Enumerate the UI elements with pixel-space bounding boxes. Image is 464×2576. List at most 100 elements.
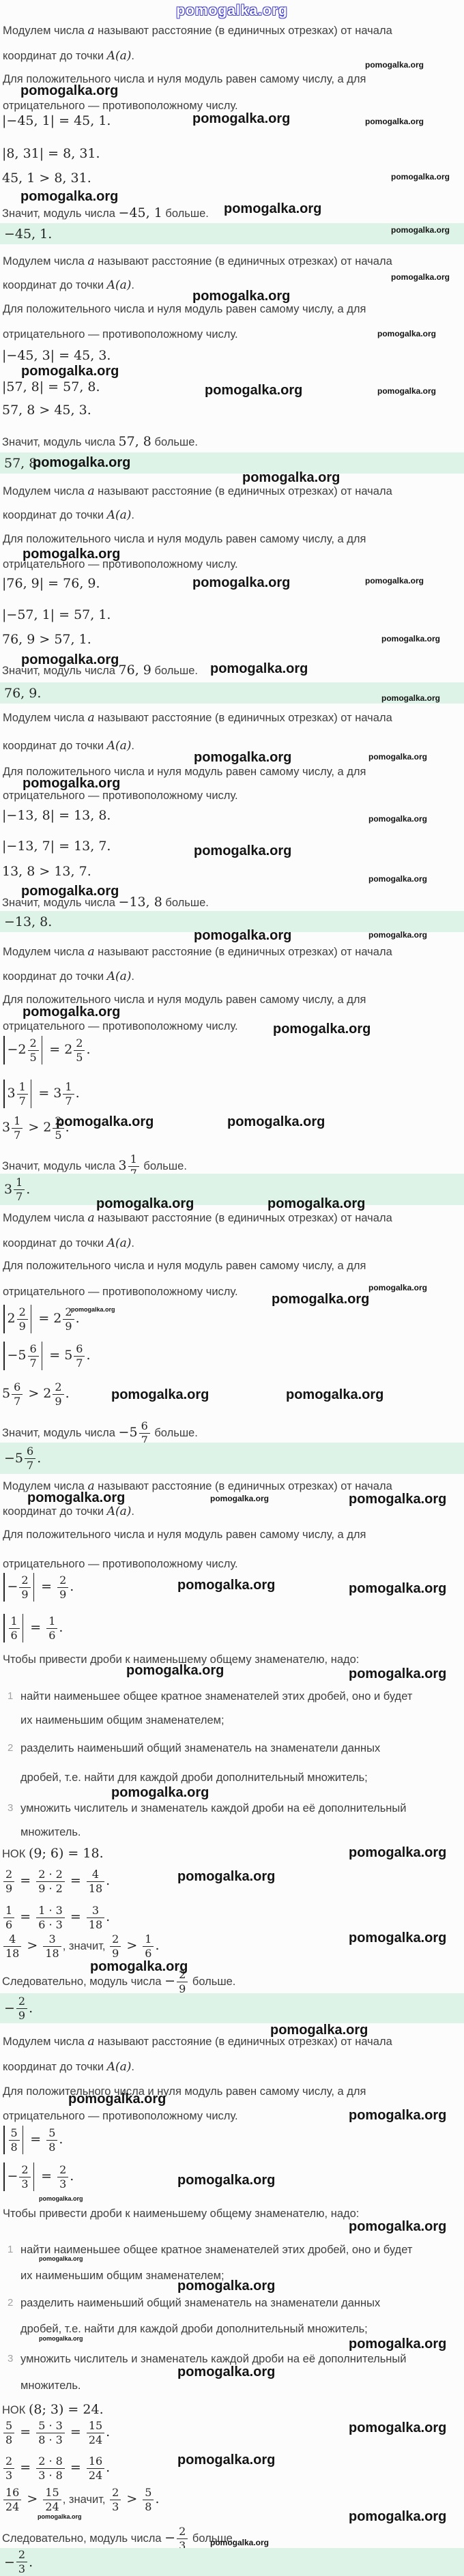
fraction-numerator: 1 [16, 1080, 28, 1095]
fraction-denominator: 18 [45, 1946, 59, 1960]
fraction-denominator: 6 · 3 [38, 1917, 63, 1931]
text-run: больше. [162, 207, 209, 220]
math-line: |−13, 7| = 13, 7. [2, 839, 111, 854]
math-run: |−13, 8| = 13, 8. [2, 808, 111, 823]
definition-text: отрицательного — противоположному числу. [3, 790, 238, 803]
watermark: pomogalka.org [177, 2364, 276, 2379]
fraction-denominator: 7 [76, 1356, 83, 1370]
math-run: 76, 9. [4, 685, 42, 701]
watermark: pomogalka.org [365, 576, 424, 585]
fraction: 4 18 [3, 1933, 22, 1960]
answer-highlight: 76, 9. [0, 682, 464, 704]
definition-text: отрицательного — противоположному числу. [3, 100, 238, 113]
fraction-denominator: 9 [59, 1587, 67, 1601]
watermark: pomogalka.org [71, 1306, 115, 1313]
fraction-numerator: 5 [3, 2419, 15, 2433]
text-run: называют расстояние (в единичных отрезка… [94, 946, 392, 958]
math-run: 76, 9 > 57, 1. [2, 632, 91, 647]
text-run: Значит, модуль числа [2, 207, 119, 220]
watermark: pomogalka.org [210, 661, 308, 676]
watermark: pomogalka.org [349, 1492, 447, 1507]
instruction-heading: Чтобы привести дроби к наименьшему общем… [3, 2208, 359, 2221]
fraction-denominator: 9 [18, 1319, 26, 1333]
fraction-numerator: 2 [3, 2455, 15, 2469]
watermark: pomogalka.org [272, 1292, 370, 1307]
watermark: pomogalka.org [349, 2509, 447, 2524]
fraction-denominator: 8 [145, 2500, 152, 2513]
definition-text: отрицательного — противоположному числу. [3, 558, 238, 572]
list-item-text: разделить наименьший общий знаменатель н… [20, 2297, 381, 2309]
fraction-numerator: 6 [12, 1380, 23, 1395]
text-run: отрицательного — противоположному числу. [3, 1020, 238, 1032]
fraction: 15 24 [43, 2486, 61, 2513]
watermark: pomogalka.org [368, 752, 428, 762]
math-line: НОК (9; 6) = 18. [2, 1846, 104, 1862]
math-run: . [59, 1620, 63, 1636]
definition-text: Модулем числа a называют расстояние (в е… [3, 945, 392, 959]
watermark: pomogalka.org [210, 2538, 270, 2547]
list-item-continuation: дробей, т.е. найти для каждой дроби допо… [20, 2323, 368, 2335]
math-run: = [16, 2460, 35, 2476]
text-run: больше. [140, 1159, 187, 1172]
answer-highlight: −2 9. [0, 1993, 464, 2023]
fraction-denominator: 24 [88, 2433, 103, 2446]
math-run: = [16, 1873, 35, 1889]
math-run: −45, 1 [118, 205, 162, 220]
list-item-number: 3 [8, 1802, 14, 1814]
watermark: pomogalka.org [349, 2108, 447, 2123]
fraction-numerator: 6 [25, 1445, 36, 1459]
text-run: Значит, модуль числа [2, 436, 119, 448]
math-run: > 2 [24, 1120, 52, 1135]
math-variable: a [87, 945, 95, 959]
watermark: pomogalka.org [391, 172, 450, 182]
list-item-text: найти наименьшее общее кратное знаменате… [20, 1690, 413, 1703]
math-run: (9; 6) = 18. [28, 1846, 104, 1861]
math-run: 3 [118, 1158, 127, 1174]
definition-text: отрицательного — противоположному числу. [3, 1558, 238, 1572]
fraction-denominator: 8 [5, 2433, 13, 2446]
math-line: |57, 8| = 57, 8. [2, 379, 100, 395]
math-variable: A(a) [106, 970, 132, 983]
math-line: |−13, 8| = 13, 8. [2, 808, 111, 824]
math-run: 5 [2, 1386, 11, 1402]
list-item-continuation: их наименьшим общим знаменателем; [20, 2270, 224, 2282]
watermark: pomogalka.org [365, 60, 424, 70]
math-run: = [16, 1909, 35, 1925]
watermark: pomogalka.org [368, 930, 428, 940]
watermark: pomogalka.org [194, 843, 292, 858]
text-run: называют расстояние (в единичных отрезка… [94, 485, 392, 497]
absolute-value-bar [33, 2162, 35, 2191]
math-variable: A(a) [106, 278, 132, 292]
math-variable: a [87, 24, 95, 38]
watermark: pomogalka.org [27, 1490, 126, 1505]
watermark: pomogalka.org [192, 111, 291, 126]
math-run: −5 [118, 1425, 138, 1441]
fraction-denominator: 6 [48, 1628, 56, 1642]
text-run: отрицательного — противоположному числу. [3, 100, 238, 112]
watermark: pomogalka.org [177, 2452, 276, 2468]
text-run: больше. [151, 436, 198, 448]
fraction-denominator: 9 [179, 1982, 186, 1995]
math-variable: A(a) [106, 2060, 132, 2074]
math-line: Значит, модуль числа −45, 1 больше. [2, 205, 209, 221]
fraction-numerator: 3 [43, 1933, 61, 1947]
fraction-numerator: 2 [57, 2163, 69, 2177]
text-run: , значит, [62, 2493, 109, 2506]
math-run: 45, 1 > 8, 31. [2, 171, 91, 186]
